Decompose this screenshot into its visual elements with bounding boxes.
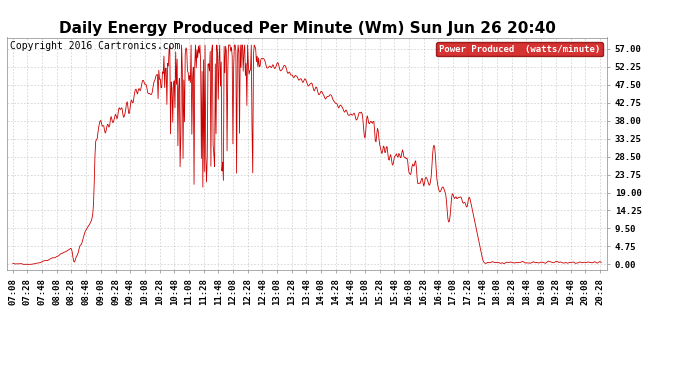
Legend: Power Produced  (watts/minute): Power Produced (watts/minute) (436, 42, 602, 56)
Text: Copyright 2016 Cartronics.com: Copyright 2016 Cartronics.com (10, 41, 180, 51)
Title: Daily Energy Produced Per Minute (Wm) Sun Jun 26 20:40: Daily Energy Produced Per Minute (Wm) Su… (59, 21, 555, 36)
